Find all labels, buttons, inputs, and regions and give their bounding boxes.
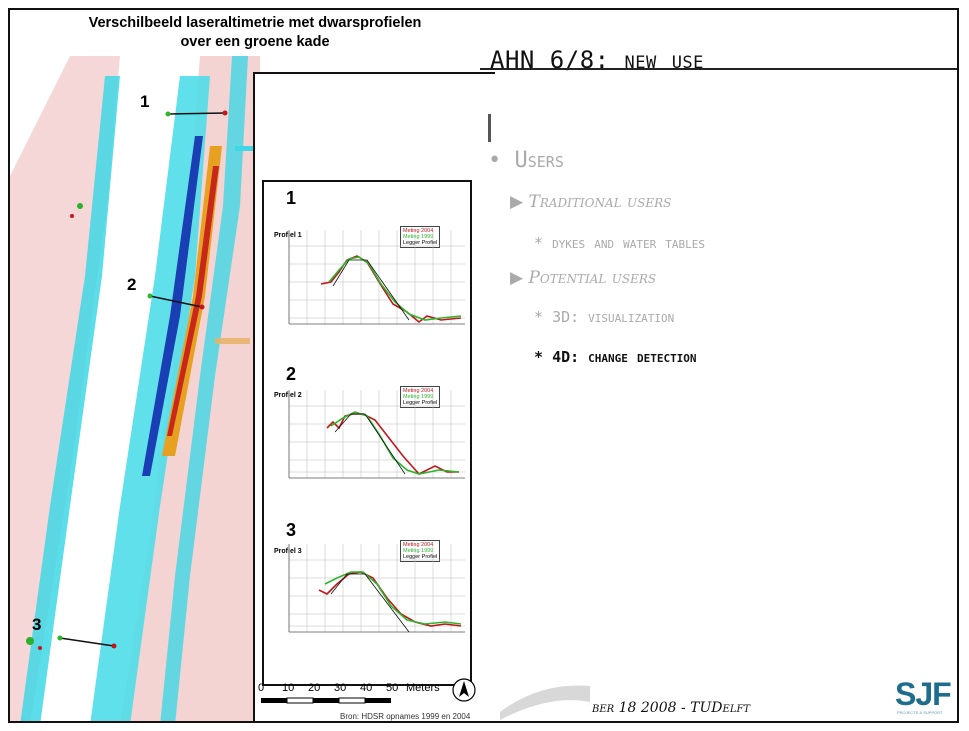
bullet-traditional-users-text: Traditional users (528, 192, 672, 212)
profile-3-number: 3 (286, 520, 297, 540)
bullet-users: • Users (488, 148, 564, 173)
legend-legger: Legger Profiel (403, 400, 438, 406)
bullet-traditional-users: ▶ Traditional users (510, 192, 671, 212)
north-arrow-icon (452, 678, 476, 702)
bullet-dykes-text: dykes and water tables (552, 234, 705, 252)
map-title-line2: over een groene kade (180, 34, 330, 50)
title-rule (480, 68, 957, 70)
legend-1999: Meting 1999 (403, 234, 434, 240)
triangle-icon: ▶ (510, 268, 524, 288)
asterisk-icon: * (534, 308, 544, 326)
profile-marker-1: 1 (140, 92, 150, 111)
profile-1-chart (288, 230, 465, 325)
scale-tick-50: 50 (386, 682, 399, 694)
profile-2-label: Profiel 2 (274, 392, 302, 399)
profile-1-label: Profiel 1 (274, 232, 302, 239)
scale-tick-40: 40 (360, 682, 373, 694)
legend-1999: Meting 1999 (403, 548, 434, 554)
bullet-potential-users-text: Potential users (528, 268, 657, 288)
bullet-dykes: * dykes and water tables (534, 234, 705, 252)
scale-bar-graphic (261, 697, 391, 704)
map-graphic (10, 56, 260, 721)
map-title: Verschilbeeld laseraltimetrie met dwarsp… (20, 14, 490, 52)
legend-2004: Meting 2004 (403, 388, 434, 394)
profile-2-number: 2 (286, 364, 297, 384)
profile-2-legend: Meting 2004 Meting 1999 Legger Profiel (400, 386, 441, 408)
scale-unit: Meters (406, 682, 440, 694)
map-title-line1: Verschilbeeld laseraltimetrie met dwarsp… (88, 15, 422, 31)
profile-1-number: 1 (286, 188, 297, 208)
profile-1-legend: Meting 2004 Meting 1999 Legger Profiel (400, 226, 441, 248)
scale-tick-10: 10 (282, 682, 295, 694)
profile-3-chart (288, 544, 465, 633)
scale-tick-30: 30 (334, 682, 347, 694)
scale-bar: 0 10 20 30 40 50 Meters (258, 682, 448, 708)
asterisk-icon: * (534, 234, 544, 252)
legend-2004: Meting 2004 (403, 542, 434, 548)
sjf-logo-subtitle: PROJECTS & SUPPORT (897, 710, 943, 715)
accent-bar (488, 114, 491, 142)
slide-frame: Verschilbeeld laseraltimetrie met dwarsp… (8, 8, 959, 723)
bullet-dot-icon: • (488, 148, 502, 173)
triangle-icon: ▶ (510, 192, 524, 212)
scale-tick-0: 0 (258, 682, 265, 694)
bullet-3d-text: 3D: visualization (552, 308, 675, 326)
profile-marker-3: 3 (32, 615, 42, 634)
sjf-logo: SJF (895, 676, 952, 712)
profile-3-legend: Meting 2004 Meting 1999 Legger Profiel (400, 540, 441, 562)
legend-1999: Meting 1999 (403, 394, 434, 400)
footer-swoosh (500, 685, 590, 720)
legend-legger: Legger Profiel (403, 554, 438, 560)
bullet-potential-users: ▶ Potential users (510, 268, 656, 288)
bullet-users-text: Users (514, 148, 564, 173)
profiles-panel: 1 Profiel 1 Meting 2004 Meting 1999 Legg… (262, 180, 472, 686)
profile-3-label: Profiel 3 (274, 548, 302, 555)
map-source: Bron: HDSR opnames 1999 en 2004 (340, 712, 471, 721)
asterisk-icon: * (534, 348, 544, 366)
scale-tick-20: 20 (308, 682, 321, 694)
bullet-3d: * 3D: visualization (534, 308, 674, 326)
bullet-4d: * 4D: change detection (534, 348, 697, 366)
legend-legger: Legger Profiel (403, 240, 438, 246)
profile-marker-2: 2 (127, 275, 137, 294)
profile-2-chart (288, 390, 465, 479)
bullet-4d-text: 4D: change detection (552, 348, 697, 366)
legend-2004: Meting 2004 (403, 228, 434, 234)
footer-text: ber 18 2008 - TUDelft (592, 700, 751, 716)
